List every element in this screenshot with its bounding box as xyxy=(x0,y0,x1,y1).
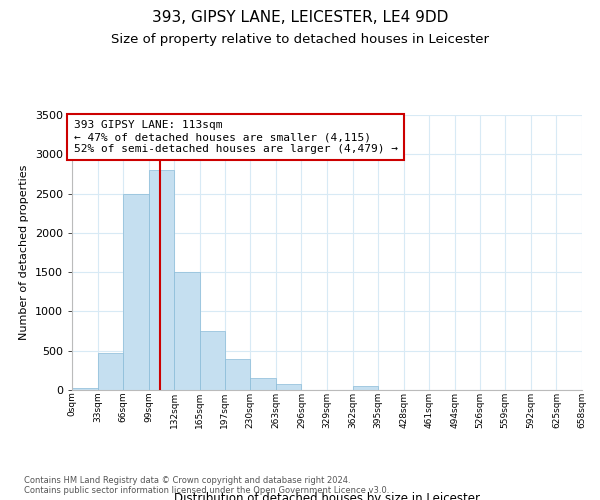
Bar xyxy=(200,331,224,390)
Text: Size of property relative to detached houses in Leicester: Size of property relative to detached ho… xyxy=(111,32,489,46)
Bar xyxy=(353,386,378,390)
Text: 393, GIPSY LANE, LEICESTER, LE4 9DD: 393, GIPSY LANE, LEICESTER, LE4 9DD xyxy=(152,10,448,25)
Text: 393 GIPSY LANE: 113sqm
← 47% of detached houses are smaller (4,115)
52% of semi-: 393 GIPSY LANE: 113sqm ← 47% of detached… xyxy=(74,120,398,154)
Bar xyxy=(123,194,149,390)
Bar xyxy=(72,388,98,390)
Bar xyxy=(250,378,276,390)
Y-axis label: Number of detached properties: Number of detached properties xyxy=(19,165,29,340)
Bar xyxy=(149,170,175,390)
X-axis label: Distribution of detached houses by size in Leicester: Distribution of detached houses by size … xyxy=(174,492,480,500)
Bar xyxy=(175,272,200,390)
Bar xyxy=(224,358,250,390)
Bar xyxy=(98,352,123,390)
Bar xyxy=(276,384,301,390)
Text: Contains HM Land Registry data © Crown copyright and database right 2024.
Contai: Contains HM Land Registry data © Crown c… xyxy=(24,476,389,495)
